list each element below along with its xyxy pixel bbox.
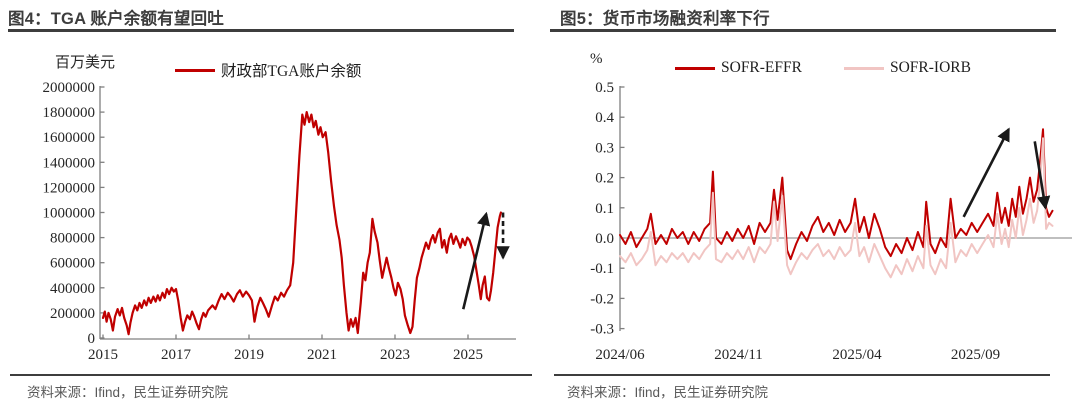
figure-4-panel: 图4：TGA 账户余额有望回吐 百万美元 财政部TGA账户余额 0 200000 4…	[8, 10, 532, 400]
x-tick-label: 2025	[453, 347, 483, 363]
legend-line-swatch-red	[675, 66, 715, 70]
x-tick-label: 2021	[307, 347, 337, 363]
y-tick-label: 400000	[50, 281, 95, 297]
x-tick-label: 2023	[380, 347, 410, 363]
y-tick-label: 2000000	[43, 80, 96, 96]
solid-annotation-arrow	[461, 211, 491, 310]
solid-annotation-arrow	[1033, 141, 1051, 210]
y-tick-label: 1000000	[43, 206, 96, 222]
x-tick-label: 2025/09	[951, 347, 1000, 363]
y-tick-label: 0.3	[595, 140, 614, 156]
y-tick-label: -0.1	[590, 261, 614, 277]
x-tick-label: 2024/06	[595, 347, 645, 363]
y-tick-label: 1800000	[43, 105, 96, 121]
y-tick-label: 1600000	[43, 130, 96, 146]
figure-4-source-rule	[10, 374, 532, 376]
legend-line-swatch-red	[175, 68, 215, 72]
legend-item-sofr-iorb: SOFR-IORB	[843, 59, 971, 77]
legend-label: SOFR-EFFR	[721, 59, 802, 76]
y-tick-label: 0.0	[595, 231, 614, 247]
y-tick-label: 0.1	[595, 201, 614, 217]
legend-line-swatch-pink	[843, 66, 884, 70]
figure-5-title-rule	[550, 29, 1056, 32]
series-line-0	[619, 128, 1054, 261]
figure-4-title: 图4：TGA 账户余额有望回吐	[8, 10, 224, 28]
x-tick-label: 2025/04	[832, 347, 882, 363]
y-tick-label: 0.5	[595, 80, 614, 96]
y-tick-label: -0.2	[590, 291, 614, 307]
legend-label: SOFR-IORB	[889, 59, 971, 76]
legend-item-sofr-effr: SOFR-EFFR	[675, 59, 802, 77]
solid-annotation-arrow	[962, 127, 1010, 218]
figure-5-source-rule	[554, 374, 1050, 376]
figure-5-source-text: 资料来源：Ifind，民生证券研究院	[567, 385, 769, 400]
y-tick-label: 800000	[50, 231, 95, 247]
y-tick-label: 200000	[50, 306, 95, 322]
legend-item-tga: 财政部TGA账户余额	[175, 59, 361, 81]
figure-4-legend: 财政部TGA账户余额	[175, 59, 361, 81]
x-tick-label: 2017	[161, 347, 192, 363]
figure-5-title: 图5：货币市场融资利率下行	[560, 10, 770, 28]
figure-4-title-rule	[8, 29, 514, 32]
legend-label: 财政部TGA账户余额	[221, 63, 362, 80]
y-tick-label: 1400000	[43, 155, 96, 171]
y-tick-label: 600000	[50, 256, 95, 272]
figure-5-legend: SOFR-EFFR SOFR-IORB	[675, 59, 971, 77]
figure-4-source-text: 资料来源：Ifind，民生证券研究院	[27, 385, 229, 400]
series-line-0	[101, 111, 502, 336]
y-tick-label: -0.3	[590, 322, 614, 338]
figure-5-axis-unit-label: %	[590, 51, 603, 67]
series-line-1	[619, 137, 1054, 279]
x-tick-label: 2015	[88, 347, 118, 363]
figure-4-axis-unit-label: 百万美元	[55, 55, 116, 71]
x-tick-label: 2019	[234, 347, 264, 363]
y-tick-label: 0.2	[595, 171, 614, 187]
figure-5-panel: 图5：货币市场融资利率下行 % SOFR-EFFR SOFR-IORB 0.5 0…	[540, 0, 1080, 409]
y-tick-label: 0.4	[595, 110, 614, 126]
y-tick-label: 1200000	[43, 180, 96, 196]
y-tick-label: 0	[88, 331, 96, 347]
x-tick-label: 2024/11	[714, 347, 763, 363]
